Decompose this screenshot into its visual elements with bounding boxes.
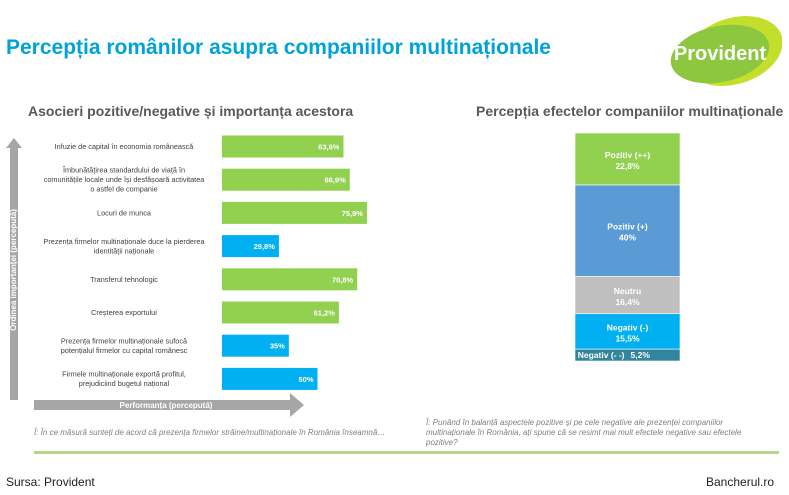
bar-value-label: 75,9% (342, 209, 364, 218)
category-label-line: Creșterea exportului (91, 308, 157, 317)
bar-value-label: 29,8% (254, 242, 276, 251)
segment-name-label: Negativ (- -) (578, 350, 625, 360)
divider-line (34, 451, 779, 454)
bar (222, 135, 344, 158)
bar (222, 201, 367, 224)
y-axis-label: Ordinea importanței (percepută) (9, 209, 18, 331)
segment-value-label: 40% (619, 233, 636, 243)
category-label-line: prejudiciind bugetul național (79, 379, 170, 388)
category-label: Creșterea exportului (91, 308, 157, 317)
left-question-note: Î: În ce măsură sunteți de acord că prez… (34, 428, 386, 437)
right-chart-subtitle: Percepția efectelor companiilor multinaț… (476, 103, 784, 119)
category-label-line: Prezența firmelor multinaționale sufocă (61, 336, 188, 345)
bar (222, 268, 358, 291)
bar (222, 168, 350, 191)
category-label: Prezența firmelor multinaționale duce la… (43, 237, 205, 256)
category-label-line: Locuri de munca (97, 208, 152, 217)
associations-bar-chart: Ordinea importanței (percepută) Performan… (6, 135, 367, 417)
segment-name-label: Pozitiv (++) (605, 150, 651, 160)
right-question-note: Î: Punând în balanță aspectele pozitive … (426, 418, 742, 447)
stack-segment (574, 276, 681, 315)
category-label: Îmbunătățirea standardului de viață în co… (44, 166, 206, 194)
category-label: Prezența firmelor multinaționale sufocă p… (61, 336, 188, 355)
segment-name-label: Neutru (614, 286, 641, 296)
category-label-line: Transferul tehnologic (90, 275, 158, 284)
category-label: Infuzie de capital în economia româneasc… (55, 142, 195, 151)
category-label-line: Îmbunătățirea standardului de viață în (62, 166, 185, 175)
segment-name-label: Negativ (-) (607, 322, 649, 332)
category-label-line: Infuzie de capital în economia româneasc… (55, 142, 195, 151)
bar-value-label: 61,2% (314, 309, 336, 318)
bar-value-label: 66,9% (324, 176, 346, 185)
provident-logo: Provident (670, 16, 782, 86)
segment-value-label: 16,4% (615, 297, 640, 307)
category-label: Transferul tehnologic (90, 275, 158, 284)
segment-name-label: Pozitiv (+) (607, 222, 648, 232)
category-label-line: Firmele multinaționale exportă profitul, (62, 370, 186, 379)
category-label-line: o astfel de companie (90, 185, 157, 194)
segment-value-label: 22,8% (615, 161, 640, 171)
bar-value-label: 50% (298, 375, 313, 384)
category-label-line: comunitățile locale unde își desfășoară … (44, 175, 206, 184)
category-label: Firmele multinaționale exportă profitul,… (62, 370, 186, 389)
bar (222, 235, 279, 258)
logo-green-oval (670, 24, 770, 84)
y-axis-arrow (6, 138, 22, 400)
category-label-line: Prezența firmelor multinaționale duce la… (43, 237, 205, 246)
category-label-line: potențialul firmelor cu capital românesc (61, 346, 188, 355)
stack-segment (574, 348, 681, 362)
logo-text: Provident (674, 43, 767, 65)
source-label: Sursa: Provident (6, 475, 95, 489)
segment-value-label: 5,2% (631, 350, 651, 360)
page-title: Percepția românilor asupra companiilor m… (6, 36, 551, 59)
bar-value-label: 63,6% (318, 143, 340, 152)
bar (222, 367, 318, 390)
stack-segment (574, 132, 681, 186)
site-label: Bancherul.ro (706, 475, 775, 489)
left-chart-subtitle: Asocieri pozitive/negative și importanța… (28, 103, 354, 119)
effects-stacked-bar-chart: Pozitiv (++)22,8% Pozitiv (+)40% Neutru16,… (574, 132, 681, 362)
stack-segment (574, 184, 681, 277)
stack-segment (574, 313, 681, 350)
x-axis-label: Performanța (percepută) (120, 401, 213, 410)
bar (222, 301, 339, 324)
bar-value-label: 35% (270, 342, 285, 351)
category-label-line: identității naționale (94, 246, 154, 255)
category-label: Locuri de munca (97, 208, 152, 217)
x-axis-arrow (34, 393, 304, 417)
bar (222, 334, 289, 357)
segment-value-label: 15,5% (615, 333, 640, 343)
bar-value-label: 70,8% (332, 275, 354, 284)
